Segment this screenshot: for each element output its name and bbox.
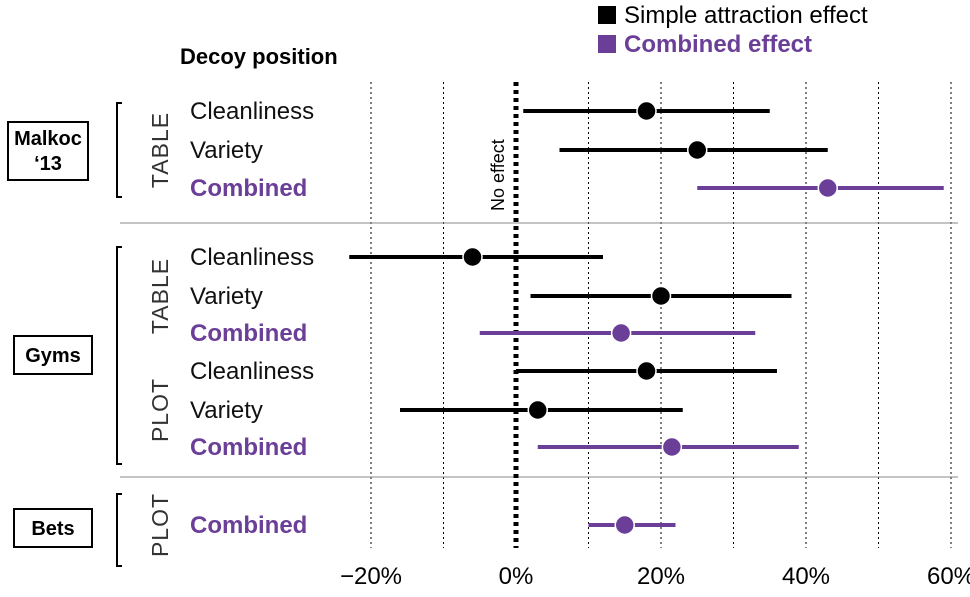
row-label: Combined bbox=[190, 512, 307, 539]
no-effect-line: No effect bbox=[488, 82, 519, 548]
point-estimate bbox=[650, 285, 672, 307]
condition-label: TABLE bbox=[147, 258, 173, 334]
condition-labels: TABLE TABLE PLOT PLOT bbox=[147, 112, 173, 557]
confidence-intervals bbox=[349, 109, 944, 527]
point-estimate bbox=[661, 436, 683, 458]
row-label: Variety bbox=[190, 283, 263, 310]
study-bracket bbox=[116, 493, 122, 567]
legend-label: Combined effect bbox=[624, 31, 812, 58]
row-label: Combined bbox=[190, 434, 307, 461]
row-label: Cleanliness bbox=[190, 244, 314, 271]
study-bracket bbox=[116, 102, 122, 198]
point-estimate bbox=[614, 514, 635, 536]
section-separators bbox=[120, 222, 958, 478]
x-tick-label: 40% bbox=[782, 563, 830, 590]
row-label: Variety bbox=[190, 137, 263, 164]
study-name: ‘13 bbox=[34, 153, 62, 175]
row-label: Cleanliness bbox=[190, 358, 314, 385]
legend-swatch bbox=[598, 35, 616, 53]
no-effect-label: No effect bbox=[488, 139, 508, 211]
point-estimate bbox=[636, 100, 657, 122]
point-estimate bbox=[817, 177, 838, 199]
row-label: Combined bbox=[190, 175, 307, 202]
point-estimates bbox=[462, 100, 838, 536]
condition-label: PLOT bbox=[147, 493, 173, 557]
study-box bbox=[13, 335, 93, 375]
row-labels: Cleanliness Variety Combined Cleanliness Var… bbox=[190, 98, 314, 539]
study-bracket bbox=[116, 246, 122, 465]
row-label: Variety bbox=[190, 397, 263, 424]
point-estimate bbox=[610, 322, 632, 344]
point-estimate bbox=[687, 139, 708, 161]
row-label: Cleanliness bbox=[190, 98, 314, 125]
x-tick-label: 20% bbox=[637, 563, 685, 590]
condition-label: TABLE bbox=[147, 112, 173, 188]
row-label: Combined bbox=[190, 320, 307, 347]
point-estimate bbox=[462, 246, 483, 268]
point-estimate bbox=[527, 399, 548, 421]
x-tick-label: 0% bbox=[499, 563, 534, 590]
x-tick-label: −20% bbox=[340, 563, 402, 590]
study-name: Gyms bbox=[25, 345, 81, 367]
point-estimate bbox=[636, 360, 657, 382]
legend-label: Simple attraction effect bbox=[624, 2, 868, 29]
study-name: Bets bbox=[31, 518, 74, 540]
condition-label: PLOT bbox=[147, 378, 173, 442]
study-labels: Malkoc ‘13 Gyms Bets bbox=[7, 102, 122, 567]
legend-swatch bbox=[598, 6, 616, 24]
decoy-position-header: Decoy position bbox=[180, 44, 338, 69]
x-tick-label: 60% bbox=[927, 563, 970, 590]
x-axis-tick-labels: −20% 0% 20% 40% 60% bbox=[340, 563, 970, 590]
study-box bbox=[7, 121, 89, 181]
study-box bbox=[13, 508, 93, 548]
study-name: Malkoc bbox=[14, 128, 82, 150]
